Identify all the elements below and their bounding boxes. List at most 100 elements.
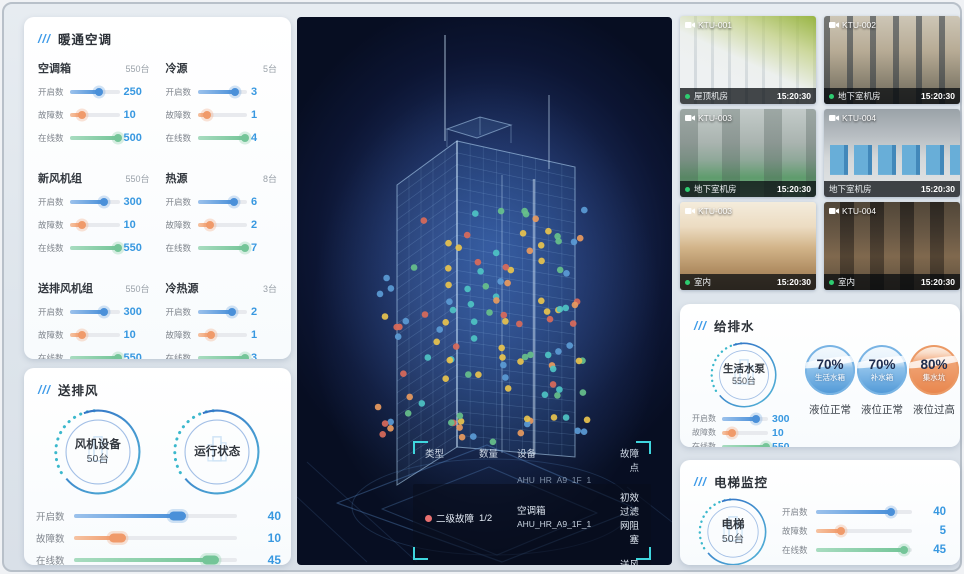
slider-row[interactable]: 故障数 10 [38, 108, 150, 122]
slider-track[interactable] [70, 111, 120, 119]
slider-handle[interactable] [203, 111, 212, 119]
slider-row[interactable]: 在线数 500 [38, 131, 150, 145]
slider-handle[interactable] [201, 555, 219, 565]
slider-row[interactable]: 故障数 5 [782, 525, 946, 537]
camera-feed[interactable]: KTU-002 地下室机房 15:20:30 [824, 16, 960, 104]
water-tanks: 70% 生活水箱 液位正常 70% 补水箱 液位正常 80% 集水坑 液位过高 [796, 337, 960, 447]
slider-handle[interactable] [169, 511, 187, 521]
camera-feed[interactable]: KTU-001 屋顶机房 15:20:30 [680, 16, 816, 104]
slider-handle[interactable] [109, 533, 126, 543]
slider-row[interactable]: 在线数 45 [782, 544, 946, 556]
slider-track[interactable] [197, 134, 250, 142]
slider-row[interactable]: 开启数 2 [166, 305, 278, 319]
slider-value: 550 [123, 352, 142, 359]
slider-handle[interactable] [728, 428, 737, 437]
slider-track[interactable] [70, 198, 120, 206]
slider-track[interactable] [197, 198, 247, 206]
slider-row[interactable]: 在线数 45 [36, 553, 281, 565]
ring-text: 风机设备 50台 [51, 405, 145, 499]
slider-handle[interactable] [113, 244, 122, 252]
slider-track[interactable] [816, 545, 912, 554]
slider-track[interactable] [722, 442, 770, 447]
slider-row[interactable]: 故障数 10 [692, 427, 796, 439]
slider-track[interactable] [70, 221, 120, 229]
slider-row[interactable]: 开启数 250 [38, 85, 150, 99]
slider-track[interactable] [70, 354, 122, 359]
slider-handle[interactable] [228, 308, 237, 316]
slider-handle[interactable] [886, 507, 895, 516]
online-dot-icon [685, 93, 690, 99]
slider-handle[interactable] [231, 88, 240, 96]
slider-track[interactable] [74, 555, 237, 565]
slider-handle[interactable] [836, 526, 845, 535]
slider-track[interactable] [70, 308, 120, 316]
slider-track[interactable] [816, 526, 912, 535]
slider-handle[interactable] [77, 111, 86, 119]
slider-handle[interactable] [900, 545, 909, 554]
slider-track[interactable] [197, 88, 247, 96]
slider-track[interactable] [74, 533, 237, 543]
slider-row[interactable]: 故障数 1 [166, 108, 278, 122]
slider-handle[interactable] [241, 354, 250, 359]
panel-water: 给排水 生活水泵 550台 开启数 [680, 304, 960, 447]
slider-handle[interactable] [230, 198, 239, 206]
slider-handle[interactable] [77, 331, 86, 339]
slider-track[interactable] [197, 354, 250, 359]
slider-row[interactable]: 在线数 550 [38, 241, 150, 255]
slider-row[interactable]: 开启数 40 [36, 509, 281, 523]
slider-handle[interactable] [113, 134, 122, 142]
camera-location: 室内 [838, 277, 856, 287]
slider-row[interactable]: 开启数 6 [166, 195, 278, 209]
slider-handle[interactable] [206, 221, 215, 229]
slider-row[interactable]: 故障数 10 [38, 328, 150, 342]
slider-row[interactable]: 在线数 550 [38, 351, 150, 359]
slider-handle[interactable] [752, 414, 761, 423]
slider-row[interactable]: 故障数 2 [166, 218, 278, 232]
camera-feed[interactable]: KTU-004 地下室机房 15:20:30 [824, 109, 960, 197]
slider-handle[interactable] [113, 354, 122, 359]
slider-track[interactable] [197, 244, 250, 252]
slider-track[interactable] [70, 134, 122, 142]
slider-handle[interactable] [241, 244, 250, 252]
slider-track[interactable] [70, 244, 122, 252]
col-type: 类型 [425, 449, 445, 460]
fault-table-row[interactable]: 二级故障 2/2 空调箱 AHU_HR_A9_1F_1 送风温度过低 [425, 552, 639, 565]
slider-track[interactable] [816, 507, 912, 516]
slider-row[interactable]: 在线数 4 [166, 131, 278, 145]
slider-row[interactable]: 在线数 550 [692, 441, 796, 447]
camera-feed[interactable]: KTU-004 室内 15:20:30 [824, 202, 960, 290]
fan-sliders: 开启数 40 故障数 10 在线数 45 [24, 501, 291, 565]
camera-feed[interactable]: KTU-003 室内 15:20:30 [680, 202, 816, 290]
slider-row[interactable]: 开启数 300 [692, 413, 796, 425]
slider-track[interactable] [197, 308, 247, 316]
fault-table-row[interactable]: 二级故障 1/2 空调箱 AHU_HR_A9_1F_1 初效过滤网阻塞 [425, 485, 639, 552]
slider-row[interactable]: 开启数 300 [38, 305, 150, 319]
slider-handle[interactable] [99, 308, 108, 316]
slider-row[interactable]: 故障数 10 [36, 531, 281, 545]
slider-handle[interactable] [77, 221, 86, 229]
slider-row[interactable]: 开启数 3 [166, 85, 278, 99]
slider-track[interactable] [722, 428, 768, 437]
slider-fill [816, 507, 895, 516]
building-3d-canvas[interactable]: 类型 数量 设备 故障点 AHU_HR_A9_1F_1 二级故障 1/2 空调箱… [297, 17, 672, 565]
camera-feed[interactable]: KTU-003 地下室机房 15:20:30 [680, 109, 816, 197]
slider-handle[interactable] [761, 442, 770, 447]
slider-track[interactable] [74, 511, 237, 521]
slider-track[interactable] [197, 111, 247, 119]
slider-track[interactable] [722, 414, 768, 423]
slider-row[interactable]: 开启数 40 [782, 506, 946, 518]
slider-handle[interactable] [94, 88, 103, 96]
slider-track[interactable] [70, 331, 120, 339]
slider-handle[interactable] [99, 198, 108, 206]
slider-handle[interactable] [241, 134, 250, 142]
camera-id: KTU-001 [698, 20, 733, 30]
slider-track[interactable] [197, 221, 247, 229]
slider-track[interactable] [70, 88, 120, 96]
slider-row[interactable]: 开启数 300 [38, 195, 150, 209]
slider-row[interactable]: 在线数 3 [166, 351, 278, 359]
slider-row[interactable]: 在线数 7 [166, 241, 278, 255]
slider-track[interactable] [197, 331, 247, 339]
slider-handle[interactable] [207, 331, 216, 339]
slider-row[interactable]: 故障数 1 [166, 328, 278, 342]
slider-row[interactable]: 故障数 10 [38, 218, 150, 232]
